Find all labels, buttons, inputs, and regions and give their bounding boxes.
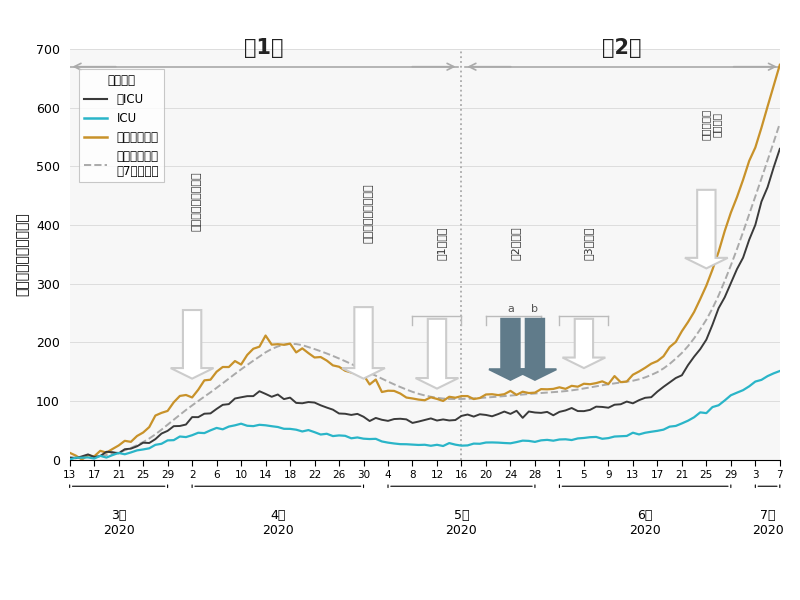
Text: a: a xyxy=(507,304,514,314)
Text: 第2波: 第2波 xyxy=(602,38,642,58)
Text: 第1次再開: 第1次再開 xyxy=(437,227,447,260)
FancyArrow shape xyxy=(685,190,728,268)
Y-axis label: 新型コロナ入院患者数: 新型コロナ入院患者数 xyxy=(15,212,29,296)
Text: 第1波: 第1波 xyxy=(244,38,284,58)
Legend: 非ICU, ICU, 入院患者全体, 入院患者全体
の7日間平均: 非ICU, ICU, 入院患者全体, 入院患者全体 の7日間平均 xyxy=(79,70,164,182)
FancyArrow shape xyxy=(415,319,458,389)
Text: 自宅待機命令の終了: 自宅待機命令の終了 xyxy=(363,183,374,242)
FancyArrow shape xyxy=(342,307,385,379)
Text: 3月
2020: 3月 2020 xyxy=(102,509,134,537)
FancyArrow shape xyxy=(489,319,532,380)
FancyArrow shape xyxy=(562,319,606,368)
Text: 再開中止と
目標再開: 再開中止と 目標再開 xyxy=(701,109,722,140)
FancyArrow shape xyxy=(170,310,214,379)
Text: b: b xyxy=(531,304,538,314)
Text: 5月
2020: 5月 2020 xyxy=(446,509,478,537)
FancyArrow shape xyxy=(514,319,556,380)
Text: 第3次再開: 第3次再開 xyxy=(584,227,594,260)
Text: 7月
2020: 7月 2020 xyxy=(752,509,783,537)
Text: 6月
2020: 6月 2020 xyxy=(630,509,661,537)
Text: 第2次再開: 第2次再開 xyxy=(510,227,520,260)
Text: 4月
2020: 4月 2020 xyxy=(262,509,294,537)
Text: 自宅待機命令の発令: 自宅待機命令の発令 xyxy=(192,171,202,231)
